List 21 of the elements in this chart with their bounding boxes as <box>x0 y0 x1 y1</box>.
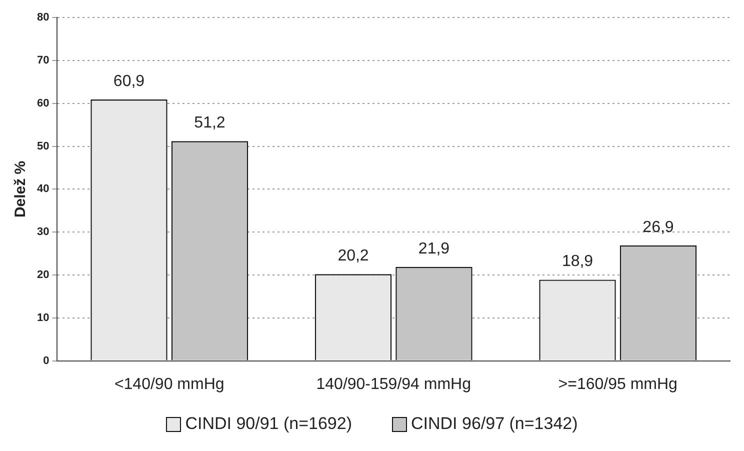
y-tick-label: 10 <box>36 312 50 324</box>
legend-label: CINDI 96/97 (n=1342) <box>411 414 578 434</box>
x-tick-label: 140/90-159/94 mmHg <box>316 376 471 393</box>
data-label: 20,2 <box>338 248 369 265</box>
data-label: 21,9 <box>418 240 450 258</box>
y-tick-label: 0 <box>43 354 50 367</box>
y-tick-label: 60 <box>36 97 50 110</box>
y-tick-label: 80 <box>36 12 50 24</box>
data-label: 51,2 <box>194 114 226 132</box>
data-label: 18,9 <box>562 253 594 270</box>
x-tick-label: >=160/95 mmHg <box>558 376 678 393</box>
y-tick-label: 70 <box>36 54 50 67</box>
x-tick-label: <140/90 mmHg <box>114 376 224 393</box>
data-label: 60,9 <box>113 72 145 90</box>
data-label: 26,9 <box>642 218 674 236</box>
y-tick-label: 50 <box>36 140 50 152</box>
y-tick-label: 20 <box>36 269 50 282</box>
y-tick-label: 30 <box>36 226 50 238</box>
y-axis-title: Delež % <box>12 160 30 218</box>
y-tick-label: 40 <box>36 183 50 196</box>
legend-label: CINDI 90/91 (n=1692) <box>185 414 352 434</box>
